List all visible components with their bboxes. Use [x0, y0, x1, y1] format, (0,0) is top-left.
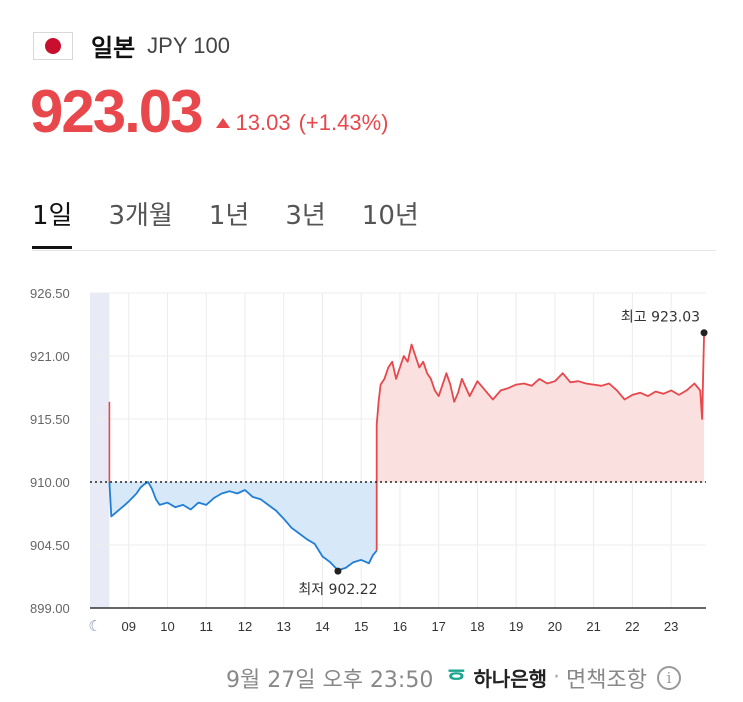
- y-tick-label: 915.50: [30, 412, 70, 427]
- tab-1-year[interactable]: 1년: [208, 201, 250, 231]
- x-tick-label: 10: [160, 619, 174, 634]
- currency-code: JPY 100: [147, 32, 230, 58]
- exchange-rate-chart: 926.50 921.00 915.50 910.00 904.50 899.00 09 10…: [30, 286, 708, 635]
- x-tick-label: 21: [586, 619, 600, 634]
- tab-3-years[interactable]: 3년: [285, 201, 326, 231]
- x-tick-label: 23: [664, 619, 678, 634]
- x-tick-label: 13: [276, 619, 290, 634]
- x-tick-label: 18: [470, 619, 484, 634]
- x-tick-label: 14: [315, 619, 329, 634]
- low-label: 최저 902.22: [298, 582, 377, 598]
- x-tick-label: 11: [199, 619, 213, 634]
- period-tabs: 1일 3개월 1년 3년 10년: [32, 195, 455, 249]
- moon-icon: ☾: [88, 617, 101, 635]
- disclaimer-link[interactable]: 면책조항: [566, 667, 648, 693]
- x-tick-label: 12: [238, 619, 252, 634]
- high-label: 최고 923.03: [621, 310, 700, 326]
- change-value: 13.03: [235, 110, 291, 135]
- y-tick-label: 910.00: [30, 475, 70, 490]
- below-baseline-line: [108, 481, 378, 572]
- up-area-fill: [376, 332, 705, 482]
- x-tick-label: 17: [431, 619, 445, 634]
- hana-bank-logo-icon: ᅙ: [445, 666, 468, 694]
- price-row: 923.03 13.03 (+1.43%): [30, 82, 388, 142]
- x-tick-label: 22: [625, 619, 639, 634]
- update-timestamp: 9월 27일 오후 23:50: [226, 667, 434, 693]
- x-tick-label: 20: [548, 619, 562, 634]
- separator: ·: [553, 665, 561, 690]
- tabs-divider: [32, 250, 716, 251]
- up-triangle-icon: [215, 118, 230, 128]
- y-tick-label: 904.50: [30, 538, 70, 553]
- y-tick-label: 899.00: [30, 601, 70, 616]
- price-change: 13.03 (+1.43%): [215, 110, 389, 136]
- x-tick-label: 09: [122, 619, 136, 634]
- low-marker: [334, 567, 342, 575]
- tab-3-months[interactable]: 3개월: [108, 201, 173, 231]
- change-percent: (+1.43%): [298, 110, 389, 135]
- x-tick-label: 19: [509, 619, 523, 634]
- bank-name: 하나은행: [473, 667, 548, 691]
- info-icon[interactable]: i: [657, 665, 682, 690]
- japan-flag-icon: [33, 31, 73, 60]
- current-price: 923.03: [30, 78, 204, 145]
- currency-header: 일본 JPY 100: [33, 28, 230, 63]
- tab-1-day[interactable]: 1일: [32, 195, 73, 249]
- x-tick-label: 16: [393, 619, 407, 634]
- footer: 9월 27일 오후 23:50 ᅙ 하나은행 · 면책조항 i: [226, 660, 682, 695]
- y-tick-label: 926.50: [30, 286, 70, 301]
- above-baseline-line: [375, 332, 705, 551]
- y-tick-label: 921.00: [30, 349, 70, 364]
- high-marker: [700, 329, 708, 337]
- down-area-fill: [109, 482, 377, 571]
- tab-10-years[interactable]: 10년: [361, 201, 419, 231]
- country-name: 일본: [91, 34, 136, 62]
- premarket-band: [90, 293, 110, 608]
- x-tick-label: 15: [354, 619, 368, 634]
